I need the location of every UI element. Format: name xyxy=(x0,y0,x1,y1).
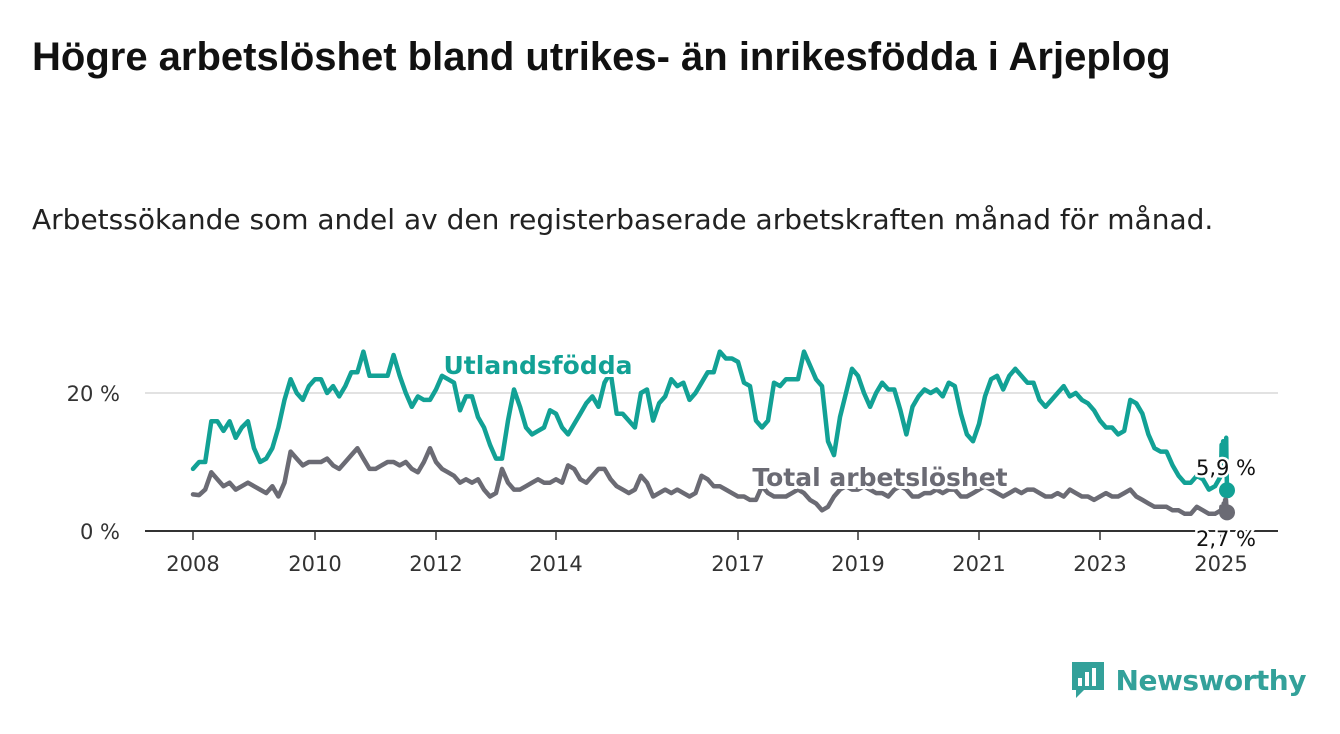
x-tick-label: 2025 xyxy=(1194,552,1247,576)
x-tick-label: 2023 xyxy=(1073,552,1126,576)
x-tick-label: 2017 xyxy=(711,552,764,576)
axis-layer: 0 % 20 % 2008 2010 2012 2014 2017 2019 2021 2023 2… xyxy=(67,382,1278,576)
y-tick-label: 20 % xyxy=(67,382,120,406)
x-tick-label: 2008 xyxy=(166,552,219,576)
brand-logo: Newsworthy xyxy=(1070,660,1307,700)
series-end-value-label: 5,9 % xyxy=(1196,456,1256,480)
x-tick-label: 2012 xyxy=(409,552,462,576)
chart-title: Högre arbetslöshet bland utrikes- än inr… xyxy=(32,35,1171,79)
chart-subtitle: Arbetssökande som andel av den registerb… xyxy=(32,203,1214,236)
x-tick-label: 2010 xyxy=(288,552,341,576)
bar-chart-bubble-icon xyxy=(1071,662,1104,698)
x-tick-label: 2014 xyxy=(529,552,582,576)
series-end-value-label: 2,7 % xyxy=(1196,527,1256,551)
x-tick-label: 2021 xyxy=(952,552,1005,576)
series-end-point-0 xyxy=(1219,482,1235,499)
series-end-point-1 xyxy=(1219,504,1235,521)
y-tick-label: 0 % xyxy=(80,520,120,544)
series-name-label: Total arbetslöshet xyxy=(752,463,1007,492)
series-line-0 xyxy=(190,349,1230,493)
line-chart: 0 % 20 % 2008 2010 2012 2014 2017 2019 2021 2023 2… xyxy=(67,348,1278,576)
series-layer xyxy=(190,349,1235,521)
series-line-1 xyxy=(190,445,1230,517)
label-layer: Utlandsfödda Total arbetslöshet 5,9 % 2,7 % xyxy=(441,348,1259,554)
series-name-label: Utlandsfödda xyxy=(444,351,633,380)
brand-name: Newsworthy xyxy=(1115,663,1307,697)
x-tick-label: 2019 xyxy=(831,552,884,576)
